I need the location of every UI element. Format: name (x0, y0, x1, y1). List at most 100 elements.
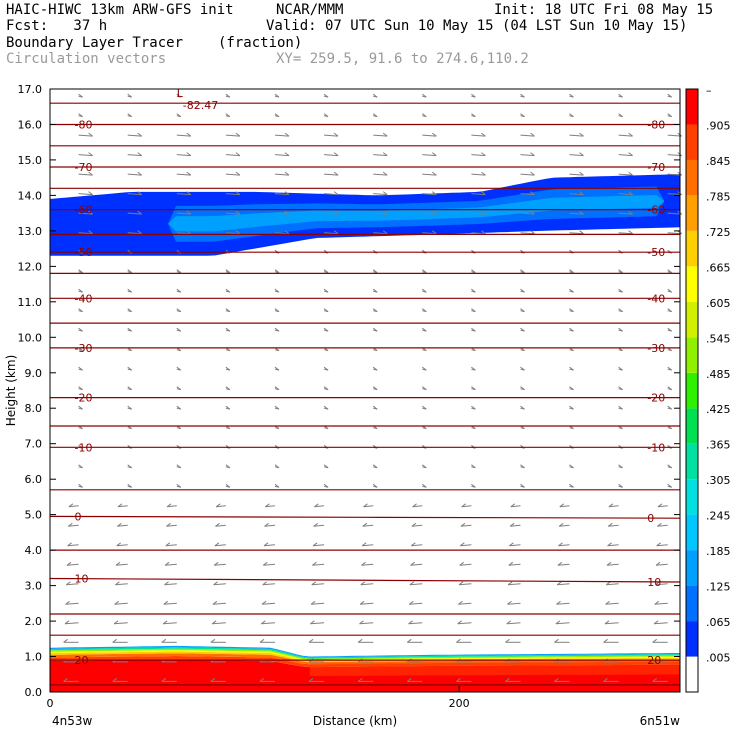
circulation-vector (569, 113, 574, 118)
circulation-vector (264, 522, 276, 527)
circulation-vector (127, 288, 132, 293)
vector-shaft (657, 505, 668, 508)
circulation-vector (554, 678, 570, 682)
vector-head (357, 638, 363, 643)
vector-head (284, 152, 290, 157)
vector-shaft (667, 154, 682, 157)
vector-head (569, 308, 574, 313)
vector-head (431, 230, 437, 235)
vector-head (471, 366, 476, 371)
vector-head (618, 93, 623, 98)
circulation-vector (274, 366, 280, 371)
vector-head (137, 152, 142, 157)
circulation-vector (471, 483, 476, 488)
vector-head (323, 483, 329, 488)
circulation-vector (618, 93, 623, 98)
colorbar: .005 .065 .125 .185 .245 .305 .365 .425 .485 .545… (685, 84, 731, 693)
vector-head (78, 288, 83, 293)
circulation-vector (410, 542, 423, 547)
vector-shaft (212, 622, 226, 625)
y-tick-label: 0.0 (25, 686, 43, 699)
circulation-vector (67, 542, 79, 547)
vector-head (618, 464, 623, 469)
vector-head (372, 308, 378, 313)
y-tick-label: 5.0 (25, 509, 43, 522)
circulation-vector (78, 152, 93, 157)
circulation-vector (215, 503, 226, 508)
vector-shaft (460, 524, 472, 527)
vector-head (127, 405, 132, 410)
vector-head (284, 132, 290, 137)
vector-shaft (176, 212, 191, 215)
vector-shaft (261, 622, 276, 625)
circulation-vector (603, 638, 619, 643)
vector-shaft (78, 193, 93, 196)
circulation-vector (274, 327, 280, 332)
circulation-vector (68, 522, 79, 527)
colorbar-top-label: – (706, 84, 712, 97)
contour-label: -50 (647, 246, 665, 259)
circulation-vector (618, 132, 633, 137)
vector-head (421, 366, 427, 371)
vector-shaft (520, 134, 535, 137)
vector-shaft (604, 622, 619, 625)
vector-head (127, 483, 132, 488)
vector-head (308, 678, 314, 682)
vector-shaft (165, 563, 177, 566)
colorbar-swatch (686, 89, 698, 125)
circulation-vector (618, 327, 623, 332)
circulation-vector (667, 93, 673, 98)
vector-head (421, 93, 427, 98)
x-endpoint-left: 4n53w (52, 714, 93, 728)
circulation-vector (520, 327, 525, 332)
vector-head (235, 171, 241, 176)
colorbar-swatch (686, 621, 698, 657)
circulation-vector (456, 678, 472, 682)
colorbar-swatch (686, 124, 698, 160)
vector-head (667, 269, 673, 274)
circulation-vector (618, 386, 623, 391)
contour-label: -10 (647, 441, 665, 454)
vector-shaft (225, 212, 240, 215)
circulation-vector (520, 191, 535, 196)
vector-head (520, 288, 525, 293)
circulation-vector (176, 269, 182, 274)
circulation-vector (323, 327, 329, 332)
vector-head (78, 269, 83, 274)
circulation-vector (359, 620, 374, 625)
circulation-vector (127, 132, 142, 137)
vector-shaft (68, 524, 79, 527)
circulation-vector (127, 405, 132, 410)
vector-head (274, 113, 280, 117)
circulation-vector (607, 542, 619, 547)
vector-head (65, 600, 70, 605)
vector-head (412, 503, 417, 508)
vector-head (112, 678, 117, 682)
vector-shaft (362, 524, 374, 527)
vector-shaft (558, 544, 570, 547)
circulation-vector (263, 542, 276, 547)
colorbar-level-label: .845 (706, 155, 731, 168)
vector-head (363, 503, 368, 508)
vector-head (554, 638, 559, 643)
circulation-vector (78, 269, 83, 274)
circulation-vector (421, 483, 427, 488)
circulation-vector (161, 638, 177, 643)
circulation-vector (161, 678, 177, 682)
vector-head (263, 542, 269, 547)
vector-shaft (166, 524, 177, 527)
vector-head (260, 620, 266, 625)
vector-head (382, 171, 388, 176)
vector-head (323, 288, 329, 293)
vector-shaft (460, 544, 472, 547)
circulation-vector (569, 171, 584, 176)
circulation-vector (555, 620, 570, 625)
colorbar-level-label: .425 (706, 403, 731, 416)
vector-shaft (510, 524, 521, 527)
vector-head (176, 113, 182, 117)
circulation-vector (362, 522, 374, 527)
vector-shaft (618, 134, 633, 137)
vector-head (323, 464, 329, 469)
vector-head (667, 464, 673, 469)
vector-head (215, 522, 220, 527)
